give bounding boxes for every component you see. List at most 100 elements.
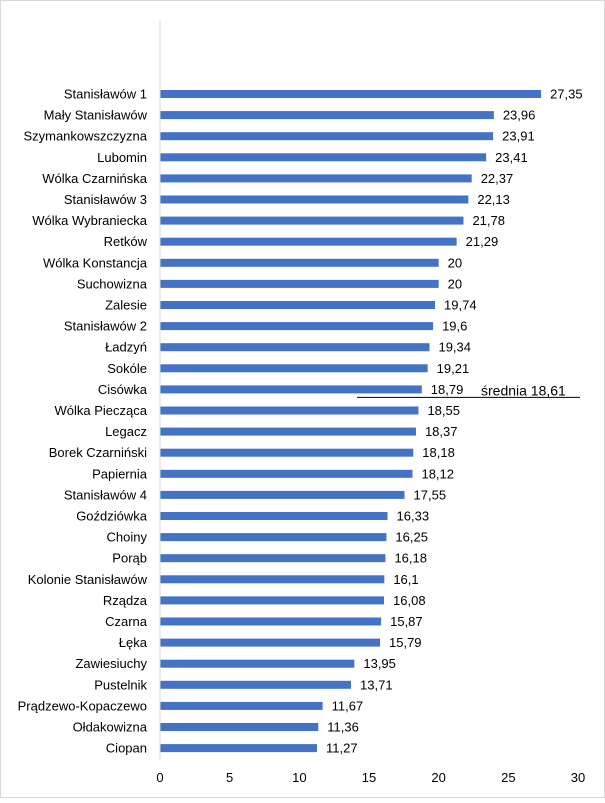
bar: [160, 279, 439, 288]
category-label: Sokóle: [107, 361, 147, 376]
data-label: 18,37: [425, 424, 458, 439]
category-label: Retków: [104, 234, 148, 249]
data-label: 21,78: [472, 213, 505, 228]
bar: [160, 701, 323, 710]
category-label: Stanisławów 3: [64, 192, 147, 207]
category-label: Cisówka: [98, 382, 148, 397]
category-label: Legacz: [105, 424, 147, 439]
category-label: Papiernia: [92, 466, 148, 481]
data-label: 16,1: [393, 572, 418, 587]
bar: [160, 490, 405, 499]
data-label: 16,25: [395, 530, 428, 545]
data-label: 22,13: [477, 192, 510, 207]
category-label: Borek Czarniński: [49, 445, 147, 460]
data-label: 18,79: [431, 382, 464, 397]
category-label: Wólka Czarnińska: [42, 171, 148, 186]
bar: [160, 385, 422, 394]
x-tick-label: 30: [571, 770, 585, 785]
data-label: 15,79: [389, 635, 422, 650]
category-label: Kolonie Stanisławów: [28, 572, 148, 587]
category-label: Zalesie: [105, 298, 147, 313]
data-label: 11,36: [327, 720, 359, 735]
category-label: Choiny: [107, 530, 148, 545]
bar: [160, 153, 487, 162]
x-tick-label: 10: [292, 770, 306, 785]
data-label: 18,55: [427, 403, 460, 418]
category-label: Goździówka: [76, 509, 148, 524]
category-label: Pustelnik: [94, 677, 147, 692]
data-label: 21,29: [466, 234, 499, 249]
category-label: Wólka Wybraniecka: [32, 213, 148, 228]
bar: [160, 111, 494, 120]
bar: [160, 343, 430, 352]
bar: [160, 575, 385, 584]
data-label: 19,6: [442, 319, 467, 334]
category-label: Łęka: [119, 635, 148, 650]
data-label: 16,33: [397, 509, 430, 524]
bar: [160, 512, 388, 520]
bar: [160, 258, 439, 267]
bar: [160, 406, 419, 415]
average-annotation: średnia 18,61: [481, 382, 566, 398]
x-tick-label: 25: [501, 770, 515, 785]
category-label: Stanisławów 4: [64, 487, 147, 502]
data-label: 23,41: [495, 150, 528, 165]
bar: [160, 617, 382, 626]
data-label: 20: [448, 276, 462, 291]
data-label: 22,37: [481, 171, 514, 186]
category-label: Szymankowszczyzna: [23, 129, 147, 144]
bar: [160, 195, 469, 204]
data-label: 13,71: [360, 677, 393, 692]
category-label: Stanisławów 1: [64, 87, 147, 102]
bar: [160, 638, 381, 647]
data-label: 20: [448, 255, 462, 270]
x-tick-label: 20: [431, 770, 445, 785]
category-label: Rządza: [103, 593, 148, 608]
bar: [160, 680, 352, 689]
x-tick-label: 15: [362, 770, 376, 785]
bar: [160, 216, 464, 225]
bar: [160, 723, 319, 731]
data-label: 18,18: [422, 445, 455, 460]
bar: [160, 364, 428, 373]
bar: [160, 90, 542, 98]
category-label: Porąb: [112, 551, 147, 566]
data-label: 19,21: [437, 361, 470, 376]
x-tick-label: 5: [226, 770, 233, 785]
category-label: Czarna: [105, 614, 148, 629]
category-label: Ołdakowizna: [73, 720, 148, 735]
category-label: Wólka Konstancja: [43, 255, 148, 270]
category-label: Ładzyń: [105, 340, 147, 355]
category-label: Stanisławów 2: [64, 319, 147, 334]
data-label: 23,96: [503, 108, 536, 123]
data-label: 13,95: [363, 656, 396, 671]
data-label: 27,35: [550, 87, 583, 102]
bar: [160, 301, 436, 309]
category-label: Mały Stanisławów: [44, 108, 148, 123]
bar: [160, 744, 318, 753]
bar: [160, 533, 387, 542]
data-label: 19,34: [438, 340, 471, 355]
bar: [160, 554, 386, 563]
x-tick-label: 0: [156, 770, 163, 785]
bar: [160, 596, 385, 605]
bar: [160, 659, 355, 668]
bar: [160, 174, 472, 183]
bar: [160, 427, 416, 436]
data-label: 17,55: [414, 487, 447, 502]
category-label: Lubomin: [97, 150, 147, 165]
data-label: 15,87: [390, 614, 423, 629]
category-label: Zawiesiuchy: [75, 656, 147, 671]
bar: [160, 132, 494, 141]
bar: [160, 448, 414, 457]
category-label: Prądzewo-Kopaczewo: [18, 698, 147, 713]
bar: [160, 322, 434, 331]
category-label: Ciopan: [106, 741, 147, 756]
data-label: 23,91: [502, 129, 535, 144]
data-label: 18,12: [421, 466, 454, 481]
data-label: 19,74: [444, 298, 477, 313]
data-label: 11,67: [332, 698, 364, 713]
category-label: Wólka Piecząca: [55, 403, 148, 418]
